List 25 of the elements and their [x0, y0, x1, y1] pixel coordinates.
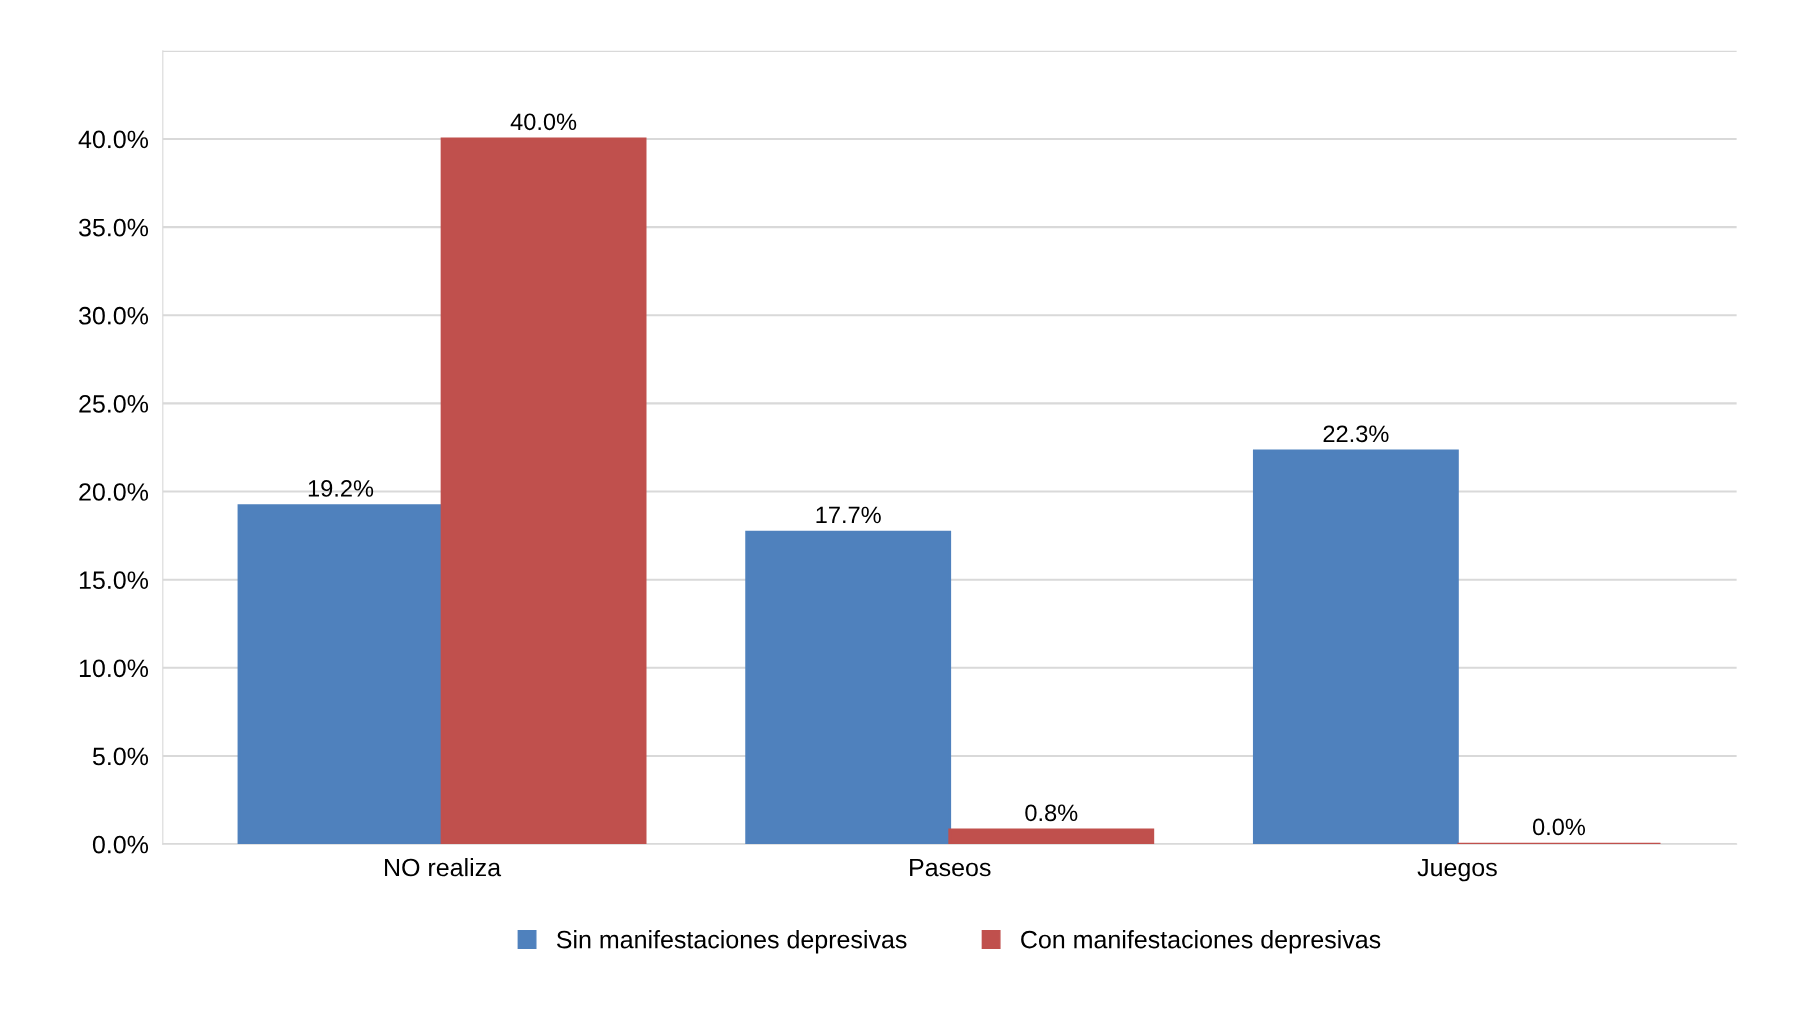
y-tick-label: 25.0% — [79, 395, 149, 413]
y-tick-label: 5.0% — [92, 747, 149, 766]
bar — [745, 530, 952, 845]
x-tick-label: Paseos — [910, 858, 991, 877]
y-tick-label: 10.0% — [79, 659, 149, 678]
legend-label: Sin manifestaciones depresivas — [556, 930, 907, 954]
data-label: 40.0% — [510, 113, 577, 131]
data-label: 0.0% — [1532, 818, 1586, 836]
data-label: 0.8% — [1025, 804, 1078, 822]
x-tick-label: NO realiza — [385, 858, 502, 877]
y-tick-label: 15.0% — [79, 571, 149, 589]
x-tick-label: Juegos — [1417, 858, 1497, 882]
y-tick-label: 0.0% — [92, 835, 149, 854]
y-tick-label: 20.0% — [79, 483, 149, 501]
bar — [1252, 449, 1459, 845]
bar — [237, 504, 444, 845]
y-tick-label: 35.0% — [78, 218, 149, 237]
y-tick-label: 30.0% — [78, 306, 149, 325]
y-tick-label: 40.0% — [78, 130, 149, 149]
data-label: 22.3% — [1323, 425, 1389, 443]
legend-label: Con manifestaciones depresivas — [1021, 930, 1381, 954]
data-label: 17.7% — [816, 506, 881, 524]
bar — [440, 137, 647, 845]
data-label: 19.2% — [308, 480, 374, 497]
bar — [948, 828, 1155, 845]
